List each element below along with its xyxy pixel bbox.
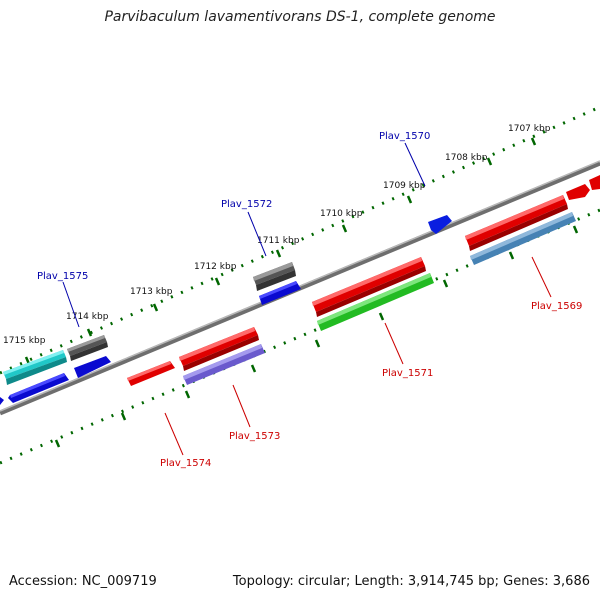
tick-label-1708: 1708 kbp xyxy=(445,153,488,163)
outer-scale-track xyxy=(0,105,600,375)
inner-tick xyxy=(508,251,515,260)
tick-label-1712: 1712 kbp xyxy=(194,262,237,272)
tick-label-1711: 1711 kbp xyxy=(257,236,300,246)
tick-label-1713: 1713 kbp xyxy=(130,287,173,297)
inner-tick xyxy=(572,225,579,234)
tick-1709 xyxy=(406,195,413,204)
label-plav-1570: Plav_1570 xyxy=(379,131,430,142)
tick-1711 xyxy=(275,249,282,258)
label-plav-1571: Plav_1571 xyxy=(382,368,433,379)
gene-blue-left-2[interactable] xyxy=(74,356,111,378)
label-plav-1572: Plav_1572 xyxy=(221,199,272,210)
forward-genes xyxy=(3,175,600,385)
topology-text: Topology: circular; Length: 3,914,745 bp… xyxy=(232,574,590,589)
gene-red-right-1[interactable] xyxy=(566,184,590,200)
inner-tick xyxy=(378,312,385,321)
leader-plav-1574 xyxy=(164,412,184,456)
gene-plav-1574[interactable] xyxy=(127,361,175,386)
tick-1714 xyxy=(86,328,93,337)
genome-backbone xyxy=(0,160,600,416)
leader-plav-1572 xyxy=(247,211,267,257)
inner-tick xyxy=(250,364,257,373)
tick-label-1710: 1710 kbp xyxy=(320,209,363,219)
inner-tick xyxy=(184,390,191,399)
reverse-genes xyxy=(0,195,576,405)
label-plav-1574: Plav_1574 xyxy=(160,458,211,469)
gene-blue-edge[interactable] xyxy=(0,397,4,405)
tick-label-1707: 1707 kbp xyxy=(508,124,551,134)
tick-label-1715: 1715 kbp xyxy=(3,336,46,346)
tick-label-1714: 1714 kbp xyxy=(66,312,109,322)
inner-tick xyxy=(314,339,321,348)
inner-tick xyxy=(442,279,449,288)
gene-blue-mid[interactable] xyxy=(259,281,301,305)
label-plav-1573: Plav_1573 xyxy=(229,431,280,442)
gene-plav-1570[interactable] xyxy=(428,215,452,234)
label-plav-1575: Plav_1575 xyxy=(37,271,88,282)
leader-plav-1571 xyxy=(384,322,404,365)
tick-1708 xyxy=(486,157,493,166)
tick-1710 xyxy=(341,224,348,233)
label-plav-1569: Plav_1569 xyxy=(531,301,582,312)
tick-1713 xyxy=(152,303,159,312)
tick-1712 xyxy=(214,277,221,286)
leader-plav-1569 xyxy=(531,256,552,298)
inner-scale-track xyxy=(0,208,600,465)
leader-plav-1570 xyxy=(404,142,426,187)
inner-tick xyxy=(54,439,61,448)
tick-1707 xyxy=(530,137,537,146)
accession-text: Accession: NC_009719 xyxy=(9,574,157,589)
leader-plav-1573 xyxy=(232,384,251,428)
tick-label-1709: 1709 kbp xyxy=(383,181,426,191)
leader-plav-1575 xyxy=(62,281,80,328)
inner-tick xyxy=(120,412,127,421)
map-title: Parvibaculum lavamentivorans DS-1, compl… xyxy=(104,9,496,25)
gene-red-right-2[interactable] xyxy=(589,175,600,190)
